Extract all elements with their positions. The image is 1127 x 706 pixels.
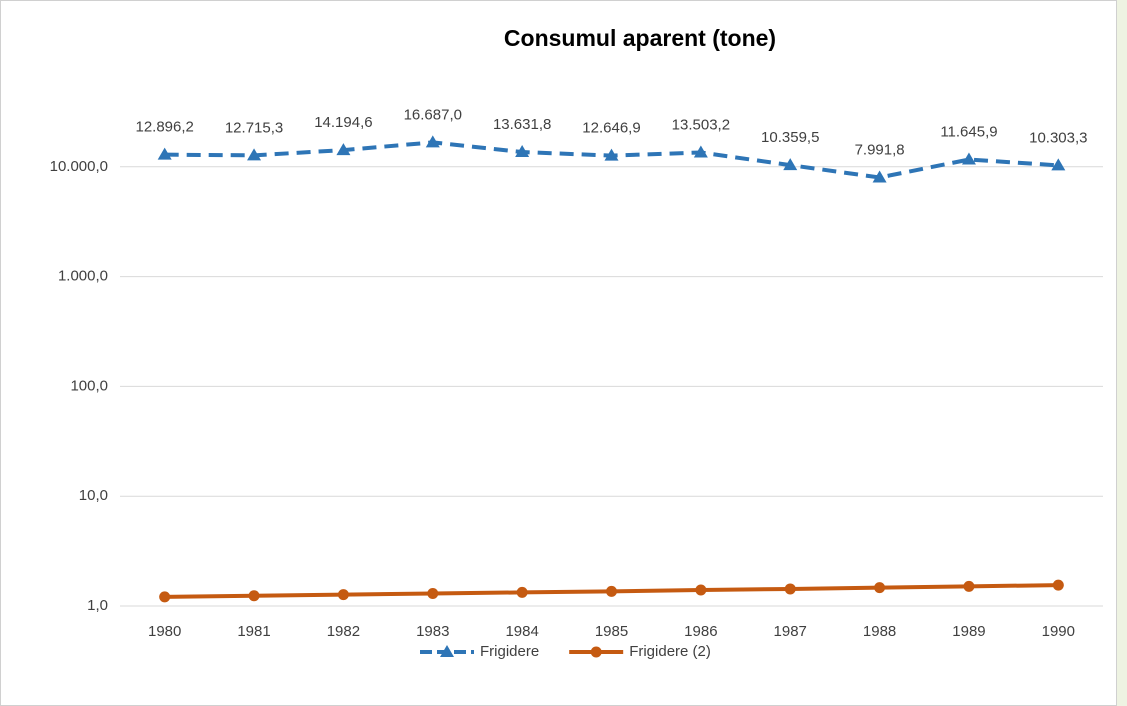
x-tick-label: 1988 xyxy=(863,623,896,640)
x-tick-label: 1981 xyxy=(237,623,270,640)
chart-title: Consumul aparent (tone) xyxy=(504,25,776,51)
marker xyxy=(783,158,798,171)
marker xyxy=(425,135,440,148)
data-label: 12.896,2 xyxy=(135,119,193,136)
marker xyxy=(784,583,796,595)
marker xyxy=(516,586,528,598)
marker xyxy=(963,580,975,592)
data-label: 10.359,5 xyxy=(761,129,819,146)
y-tick-label: 1.000,0 xyxy=(58,268,108,285)
data-label: 13.503,2 xyxy=(672,116,730,133)
marker xyxy=(337,589,349,601)
data-label: 13.631,8 xyxy=(493,116,551,133)
marker xyxy=(427,587,439,599)
data-label: 12.646,9 xyxy=(582,120,640,137)
x-tick-label: 1987 xyxy=(774,623,807,640)
y-tick-label: 100,0 xyxy=(70,377,108,394)
marker xyxy=(693,145,708,158)
marker xyxy=(872,170,887,183)
data-label: 7.991,8 xyxy=(855,141,905,158)
marker xyxy=(247,148,262,161)
legend-label: Frigidere (2) xyxy=(629,643,711,660)
marker xyxy=(604,148,619,161)
marker xyxy=(159,591,171,603)
x-tick-label: 1986 xyxy=(684,623,717,640)
data-label: 16.687,0 xyxy=(404,106,462,123)
marker xyxy=(1052,579,1064,591)
x-tick-label: 1980 xyxy=(148,623,181,640)
data-label: 12.715,3 xyxy=(225,119,283,136)
x-tick-label: 1983 xyxy=(416,623,449,640)
legend-marker xyxy=(440,645,454,657)
data-label: 11.645,9 xyxy=(940,124,997,141)
marker xyxy=(695,584,707,596)
y-tick-label: 10,0 xyxy=(79,487,108,504)
x-tick-label: 1989 xyxy=(952,623,985,640)
marker xyxy=(248,590,260,602)
legend-label: Frigidere xyxy=(480,643,539,660)
marker xyxy=(515,145,530,158)
y-tick-label: 1,0 xyxy=(87,597,108,614)
x-tick-label: 1984 xyxy=(505,623,538,640)
data-label: 10.303,3 xyxy=(1029,129,1087,146)
x-tick-label: 1990 xyxy=(1042,623,1075,640)
marker xyxy=(336,143,351,156)
legend-marker xyxy=(590,646,602,658)
x-tick-label: 1982 xyxy=(327,623,360,640)
marker xyxy=(1051,158,1066,171)
marker xyxy=(606,585,617,597)
marker xyxy=(961,152,976,165)
data-label: 14.194,6 xyxy=(314,114,372,131)
marker xyxy=(874,582,886,594)
marker xyxy=(157,147,172,160)
y-tick-label: 10.000,0 xyxy=(50,158,108,175)
x-tick-label: 1985 xyxy=(595,623,628,640)
